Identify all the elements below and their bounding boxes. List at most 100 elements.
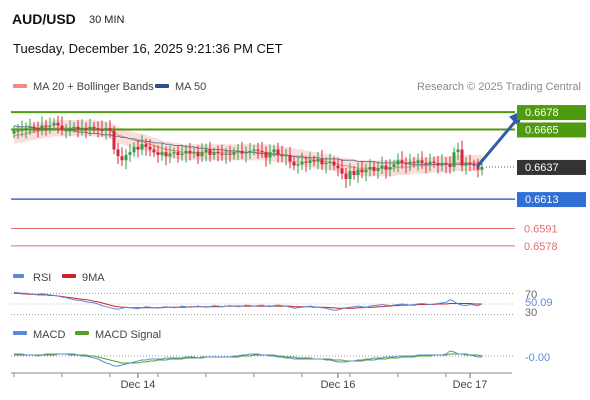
candle-body xyxy=(220,153,224,155)
candle-body xyxy=(372,167,376,171)
candle xyxy=(468,155,472,172)
candle-body xyxy=(376,168,380,171)
candle xyxy=(88,118,92,137)
candle xyxy=(28,118,32,135)
candle-body xyxy=(180,153,184,155)
candle-body xyxy=(256,149,260,151)
candle xyxy=(100,120,104,137)
candle xyxy=(324,157,328,174)
candle-body xyxy=(16,130,20,132)
candle-body xyxy=(436,162,440,166)
candle xyxy=(76,120,80,138)
candle-body xyxy=(232,152,236,155)
candle-body xyxy=(480,167,484,170)
candle xyxy=(304,155,308,172)
current-price-tag xyxy=(517,159,586,175)
candle xyxy=(336,158,340,177)
candle xyxy=(380,156,384,174)
candle xyxy=(388,159,392,177)
candle-body xyxy=(392,164,396,167)
symbol-title: AUD/USD xyxy=(12,11,76,27)
candle-body xyxy=(56,122,60,126)
candle-body xyxy=(12,130,16,134)
candle xyxy=(216,145,220,162)
candle-body xyxy=(472,164,476,166)
level-label-0.6578: 0.6578 xyxy=(524,241,558,253)
candle xyxy=(128,144,132,162)
candle-body xyxy=(224,153,228,155)
candle-body xyxy=(52,122,56,126)
candle-body xyxy=(332,161,336,166)
candle xyxy=(228,145,232,162)
candle xyxy=(292,156,296,171)
candle xyxy=(476,158,480,178)
candle xyxy=(232,147,236,160)
candle xyxy=(152,144,156,157)
candle xyxy=(176,145,180,163)
candle-body xyxy=(60,125,64,130)
candle-body xyxy=(68,128,72,130)
ma50-legend-swatch xyxy=(155,84,169,88)
candle xyxy=(428,153,432,172)
candle xyxy=(256,142,260,159)
candle-body xyxy=(144,144,148,147)
candle xyxy=(376,161,380,179)
candle xyxy=(172,147,176,159)
candle-body xyxy=(168,153,172,157)
candle xyxy=(112,126,116,155)
candle xyxy=(140,135,144,156)
candle xyxy=(260,141,264,158)
trend-arrow-shaft xyxy=(476,120,517,168)
candle-body xyxy=(84,128,88,130)
candle xyxy=(396,153,400,173)
candle xyxy=(332,156,336,171)
candle xyxy=(392,159,396,172)
candle-body xyxy=(352,171,356,175)
candle-body xyxy=(236,150,240,153)
candle-body xyxy=(104,128,108,131)
macd-signal-legend-label: MACD Signal xyxy=(95,329,161,341)
candle-body xyxy=(432,161,436,163)
candle xyxy=(460,140,464,172)
rsi-ma-line xyxy=(14,292,482,309)
candle xyxy=(368,159,372,177)
candle-body xyxy=(264,152,268,158)
candle xyxy=(56,115,60,134)
candle xyxy=(184,145,188,163)
candle-body xyxy=(396,160,400,165)
candle xyxy=(404,157,408,174)
candle-body xyxy=(312,160,316,162)
candle-body xyxy=(200,152,204,157)
trend-arrow xyxy=(476,110,522,168)
candle xyxy=(80,119,84,136)
candle-body xyxy=(356,169,360,175)
candle xyxy=(400,151,404,169)
candle-body xyxy=(100,129,104,131)
candle-body xyxy=(412,161,416,163)
candle xyxy=(452,147,456,172)
candle-body xyxy=(176,152,180,155)
candle xyxy=(224,147,228,164)
current-price-text: 0.6637 xyxy=(525,162,559,174)
candle-body xyxy=(468,162,472,165)
candle-body xyxy=(320,158,324,165)
candle xyxy=(192,147,196,159)
candle-body xyxy=(216,152,220,154)
candle-body xyxy=(464,162,468,166)
candle-body xyxy=(28,126,32,129)
candle xyxy=(316,152,320,170)
candle-body xyxy=(300,161,304,165)
candle xyxy=(20,120,24,137)
time-axis: Dec 14 Dec 16 Dec 17 xyxy=(13,373,487,391)
candle xyxy=(308,152,312,170)
candle xyxy=(328,153,332,170)
candle xyxy=(180,144,184,161)
candle-body xyxy=(324,162,328,165)
time-axis-label: Dec 14 xyxy=(121,379,156,391)
candle xyxy=(60,116,64,136)
level-tag-text-0.6678: 0.6678 xyxy=(525,107,559,119)
candle-body xyxy=(304,161,308,163)
ma50-legend-label: MA 50 xyxy=(175,81,206,93)
candle-body xyxy=(160,152,164,155)
